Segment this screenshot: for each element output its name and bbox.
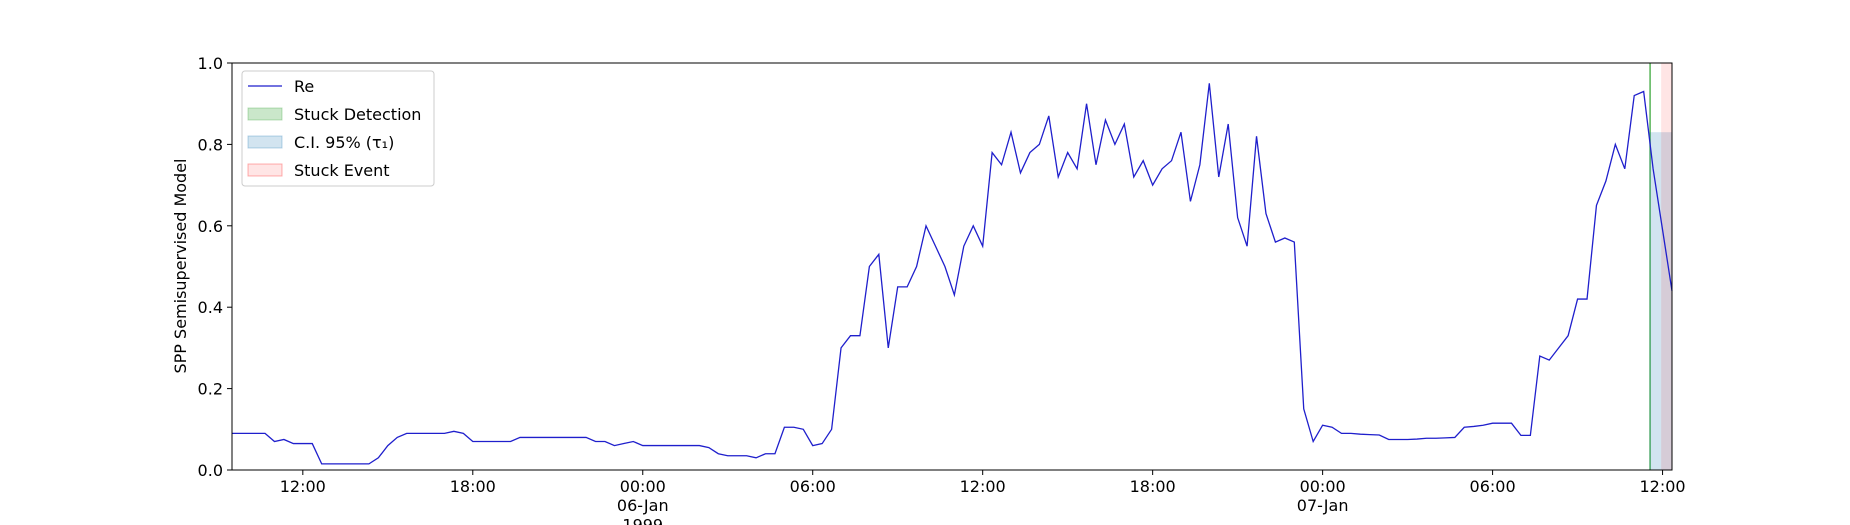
x-tick-label: 06:00 xyxy=(790,477,836,496)
x-tick-label: 18:00 xyxy=(450,477,496,496)
shaded-region xyxy=(1661,63,1672,470)
y-tick-label: 0.4 xyxy=(198,298,223,317)
legend-swatch xyxy=(247,107,283,121)
x-tick-label: 00:00 07-Jan xyxy=(1297,477,1349,515)
shaded-region xyxy=(1649,63,1651,470)
x-tick-label: 00:00 06-Jan 1999 xyxy=(617,477,669,525)
legend-frame xyxy=(241,70,435,187)
legend: Re Stuck Detection C.I. 95% (τ₁) Stuck Even… xyxy=(241,70,435,187)
y-tick-label: 0.2 xyxy=(198,380,223,399)
legend-label: Stuck Detection xyxy=(294,105,421,124)
plot-frame xyxy=(231,62,1673,471)
x-tick-label: 12:00 xyxy=(1640,477,1686,496)
legend-label: Stuck Event xyxy=(294,161,390,180)
shaded-region xyxy=(1649,132,1672,470)
legend-label: Re xyxy=(294,77,314,96)
y-tick-label: 0.6 xyxy=(198,217,223,236)
legend-label: C.I. 95% (τ₁) xyxy=(294,133,394,152)
legend-swatch xyxy=(247,163,283,177)
y-tick-label: 0.0 xyxy=(198,461,223,480)
x-tick-label: 12:00 xyxy=(280,477,326,496)
x-tick-label: 06:00 xyxy=(1470,477,1516,496)
legend-swatch xyxy=(247,135,283,149)
x-tick-label: 18:00 xyxy=(1130,477,1176,496)
y-tick-label: 1.0 xyxy=(198,54,223,73)
y-tick-label: 0.8 xyxy=(198,135,223,154)
x-tick-label: 12:00 xyxy=(960,477,1006,496)
data-line xyxy=(232,83,1673,465)
y-axis-label: SPP Semisupervised Model xyxy=(171,159,190,374)
